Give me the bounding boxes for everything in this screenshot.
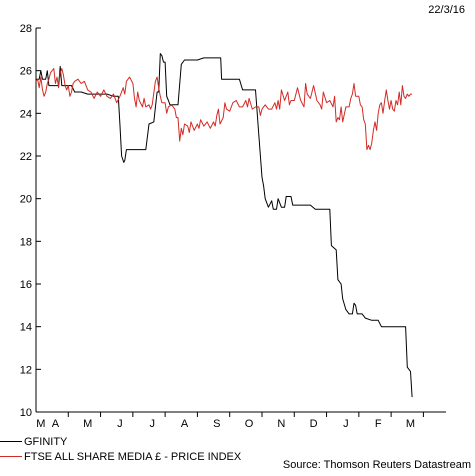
x-tick-label: M (406, 418, 415, 430)
x-tick-label: A (181, 418, 189, 430)
source-note: Source: Thomson Reuters Datastream (282, 459, 471, 471)
legend-swatch-gfinity (0, 441, 22, 442)
x-tick-label: J (117, 418, 123, 430)
x-tick-label: N (277, 418, 285, 430)
legend-item-gfinity: GFINITY (0, 434, 241, 449)
legend-label-ftse-media: FTSE ALL SHARE MEDIA £ - PRICE INDEX (24, 450, 242, 463)
legend-label-gfinity: GFINITY (24, 435, 68, 448)
x-tick-label: A (52, 418, 60, 430)
series-line-ftse-media (35, 68, 413, 151)
y-tick-label: 16 (20, 279, 32, 291)
series-line-gfinity (36, 53, 413, 398)
y-tick-label: 26 (20, 66, 32, 78)
y-tick-label: 20 (20, 194, 32, 206)
y-tick-label: 18 (20, 236, 32, 248)
y-tick-label: 24 (20, 108, 32, 120)
y-tick-label: 28 (20, 23, 32, 35)
y-axis: 10 12 14 16 18 20 22 24 26 28 (20, 23, 41, 419)
y-tick-label: 22 (20, 151, 32, 163)
plot-frame (35, 28, 446, 413)
x-tick-label: O (245, 418, 254, 430)
legend-swatch-ftse-media (0, 456, 22, 457)
legend-item-ftse-media: FTSE ALL SHARE MEDIA £ - PRICE INDEX (0, 449, 241, 464)
x-tick-label: J (343, 418, 349, 430)
y-tick-label: 14 (20, 322, 32, 334)
x-tick-label: J (149, 418, 155, 430)
x-tick-label: M (83, 418, 92, 430)
x-tick-label: F (375, 418, 382, 430)
date-label: 22/3/16 (428, 4, 465, 16)
series-layer (35, 53, 413, 398)
x-tick-label: M (36, 418, 45, 430)
legend: GFINITY FTSE ALL SHARE MEDIA £ - PRICE I… (0, 434, 241, 464)
x-tick-label: S (213, 418, 220, 430)
x-tick-label: D (310, 418, 318, 430)
y-tick-label: 10 (20, 407, 32, 419)
y-tick-label: 12 (20, 364, 32, 376)
